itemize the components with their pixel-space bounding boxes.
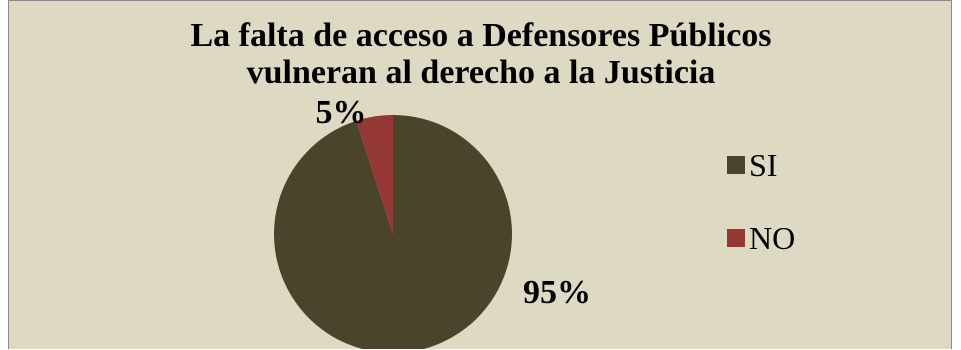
pie-chart: 95% 5% (274, 94, 591, 349)
legend: SI NO (727, 145, 795, 291)
chart-title: La falta de acceso a Defensores Públicos… (9, 17, 951, 91)
legend-label-si: SI (749, 146, 778, 183)
legend-item-si: SI (727, 145, 795, 185)
legend-item-no: NO (727, 218, 795, 258)
pie-slice-si (274, 115, 512, 349)
legend-swatch-si (727, 156, 745, 174)
pie-slice-no (356, 115, 393, 234)
legend-label-no: NO (749, 219, 796, 256)
data-label-no: 5% (316, 94, 367, 131)
data-label-si: 95% (523, 274, 591, 311)
legend-swatch-no (727, 229, 745, 247)
chart-title-line-1: La falta de acceso a Defensores Públicos (190, 17, 772, 54)
chart-title-line-2: vulneran al derecho a la Justicia (246, 54, 716, 91)
chart-area: 95% 5% La falta de acceso a Defensores Pú… (8, 0, 952, 349)
